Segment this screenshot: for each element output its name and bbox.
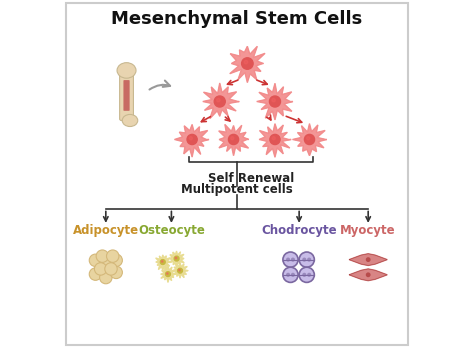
Circle shape <box>214 96 225 107</box>
Circle shape <box>166 273 168 274</box>
Polygon shape <box>349 254 387 266</box>
Circle shape <box>110 266 122 279</box>
Circle shape <box>286 258 290 262</box>
Circle shape <box>178 268 182 273</box>
Circle shape <box>286 273 290 277</box>
Circle shape <box>307 137 310 140</box>
Circle shape <box>228 134 238 144</box>
Circle shape <box>291 273 295 277</box>
Circle shape <box>302 258 306 262</box>
Circle shape <box>244 60 248 64</box>
Circle shape <box>189 137 192 140</box>
Text: Self Renewal: Self Renewal <box>208 172 294 185</box>
Ellipse shape <box>122 114 138 127</box>
FancyBboxPatch shape <box>66 3 408 345</box>
Circle shape <box>174 256 179 261</box>
Polygon shape <box>161 266 176 282</box>
Polygon shape <box>174 125 209 157</box>
Polygon shape <box>230 46 265 82</box>
Polygon shape <box>169 251 184 267</box>
Circle shape <box>366 257 371 262</box>
Polygon shape <box>259 124 291 157</box>
Text: Adipocyte: Adipocyte <box>73 224 139 237</box>
Circle shape <box>283 267 298 282</box>
Text: Osteocyte: Osteocyte <box>138 224 205 237</box>
Polygon shape <box>257 83 293 120</box>
Polygon shape <box>156 255 171 270</box>
Polygon shape <box>292 124 327 156</box>
Circle shape <box>272 98 275 102</box>
Circle shape <box>270 134 280 144</box>
Circle shape <box>187 134 197 144</box>
Circle shape <box>100 271 112 284</box>
Circle shape <box>110 254 122 267</box>
Circle shape <box>175 257 177 259</box>
Polygon shape <box>203 83 239 119</box>
Circle shape <box>242 58 253 69</box>
Circle shape <box>304 134 315 144</box>
Text: Multipotent cells: Multipotent cells <box>181 183 293 196</box>
Ellipse shape <box>117 63 136 78</box>
Polygon shape <box>219 125 249 156</box>
Circle shape <box>89 268 101 280</box>
Text: Myocyte: Myocyte <box>340 224 396 237</box>
Circle shape <box>283 252 298 267</box>
Circle shape <box>269 96 281 107</box>
Circle shape <box>291 258 295 262</box>
Circle shape <box>160 260 165 264</box>
Circle shape <box>231 137 234 140</box>
Circle shape <box>94 263 107 275</box>
Circle shape <box>307 258 311 262</box>
FancyBboxPatch shape <box>119 69 134 120</box>
FancyBboxPatch shape <box>123 80 129 111</box>
Circle shape <box>100 258 112 270</box>
Circle shape <box>302 273 306 277</box>
Circle shape <box>307 273 311 277</box>
Circle shape <box>89 254 101 267</box>
Polygon shape <box>349 269 387 281</box>
Text: Mesenchymal Stem Cells: Mesenchymal Stem Cells <box>111 10 363 27</box>
Circle shape <box>272 137 275 140</box>
Circle shape <box>105 263 117 275</box>
Circle shape <box>299 252 314 267</box>
Circle shape <box>165 272 170 277</box>
Circle shape <box>179 269 180 271</box>
Text: Chodrocyte: Chodrocyte <box>261 224 337 237</box>
Circle shape <box>217 98 220 102</box>
Circle shape <box>366 272 371 277</box>
Circle shape <box>299 267 314 282</box>
Circle shape <box>107 250 119 262</box>
Circle shape <box>96 250 109 262</box>
Polygon shape <box>172 263 188 278</box>
Circle shape <box>162 261 163 262</box>
